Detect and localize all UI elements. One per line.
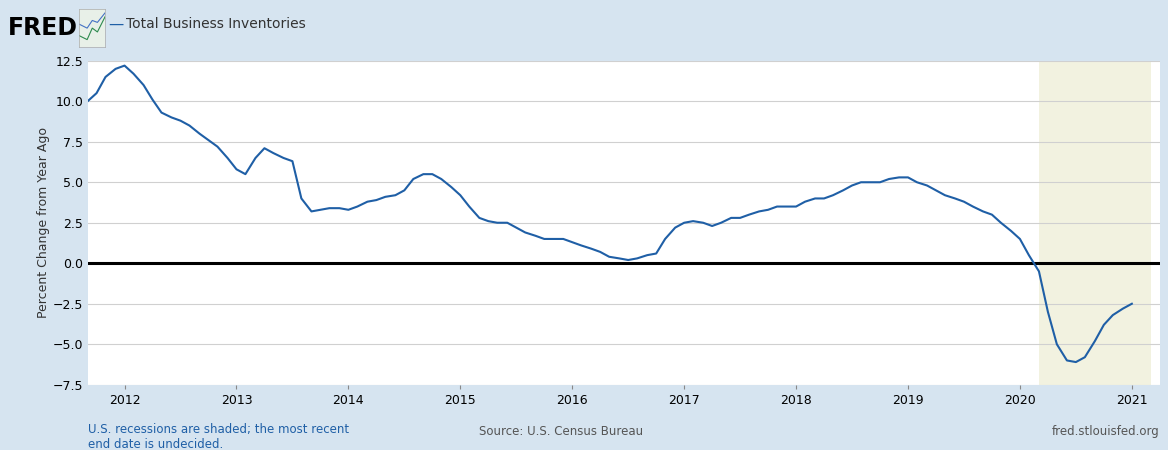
Text: U.S. recessions are shaded; the most recent
end date is undecided.: U.S. recessions are shaded; the most rec…: [88, 423, 349, 450]
Text: Source: U.S. Census Bureau: Source: U.S. Census Bureau: [479, 425, 642, 438]
Y-axis label: Percent Change from Year Ago: Percent Change from Year Ago: [37, 127, 50, 318]
Text: —: —: [109, 17, 124, 32]
Text: FRED: FRED: [8, 16, 78, 40]
Text: Total Business Inventories: Total Business Inventories: [126, 17, 306, 31]
Bar: [1040, 61, 1150, 385]
Text: fred.stlouisfed.org: fred.stlouisfed.org: [1052, 425, 1160, 438]
